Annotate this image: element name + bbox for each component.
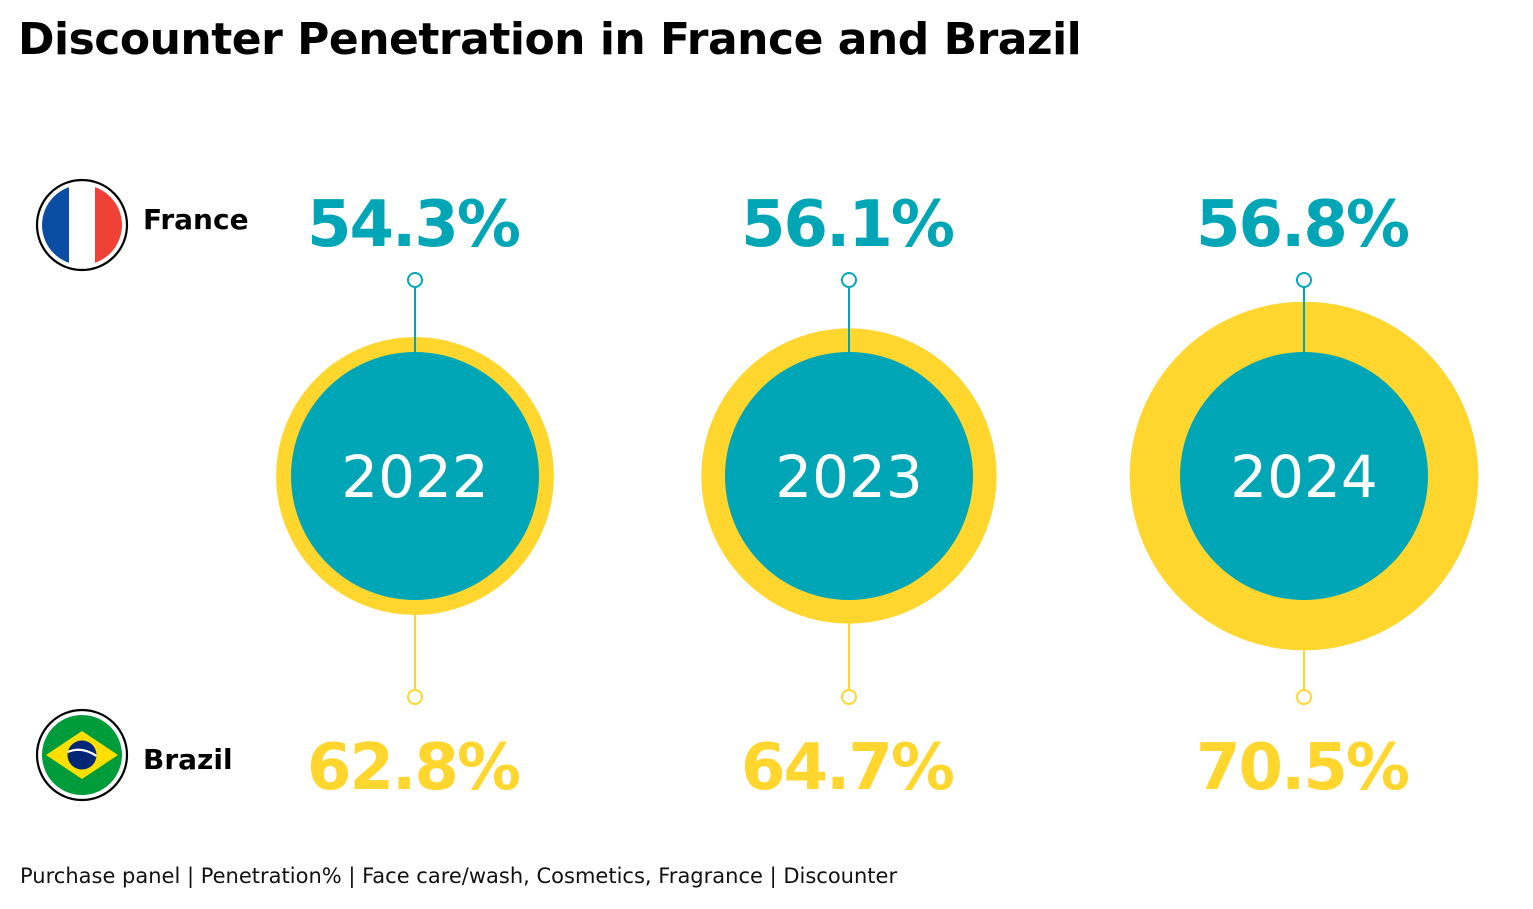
value-label-france-2024: 56.8% xyxy=(1196,188,1409,262)
footer-note: Purchase panel | Penetration% | Face car… xyxy=(20,864,898,888)
france-flag-icon xyxy=(35,178,129,272)
value-label-france-2022: 54.3% xyxy=(307,188,520,262)
year-label-2022: 2022 xyxy=(341,443,489,511)
brazil-flag-icon xyxy=(35,708,129,802)
chart-title: Discounter Penetration in France and Bra… xyxy=(18,14,1082,65)
brazil-flag-outline xyxy=(35,708,129,802)
connector-dot-brazil-2024 xyxy=(1296,689,1312,705)
france-label: France xyxy=(143,203,249,236)
value-label-brazil-2023: 64.7% xyxy=(741,731,954,805)
bubble-france-2022 xyxy=(291,352,539,600)
connector-dot-france-2023 xyxy=(841,272,857,288)
year-label-2023: 2023 xyxy=(775,443,923,511)
value-label-france-2023: 56.1% xyxy=(741,188,954,262)
brazil-flag-body xyxy=(42,715,122,795)
france-flag-outline xyxy=(35,178,129,272)
france-flag-white-stripe xyxy=(69,185,95,265)
france-flag-stripes xyxy=(42,185,122,265)
value-label-brazil-2024: 70.5% xyxy=(1196,731,1409,805)
connector-dot-brazil-2023 xyxy=(841,689,857,705)
brazil-label: Brazil xyxy=(143,743,233,776)
connector-dot-france-2024 xyxy=(1296,272,1312,288)
connector-dot-france-2022 xyxy=(407,272,423,288)
brazil-flag-globe xyxy=(67,740,97,770)
bubble-france-2023 xyxy=(725,352,973,600)
brazil-flag-band xyxy=(67,748,98,757)
year-label-2024: 2024 xyxy=(1230,443,1378,511)
connector-dot-brazil-2022 xyxy=(407,689,423,705)
bubble-france-2024 xyxy=(1180,352,1428,600)
value-label-brazil-2022: 62.8% xyxy=(307,731,520,805)
bubbles-layer: 2022 54.3% 62.8% 2023 56.1% 64.7% 2024 56.8% 70.… xyxy=(276,188,1479,805)
